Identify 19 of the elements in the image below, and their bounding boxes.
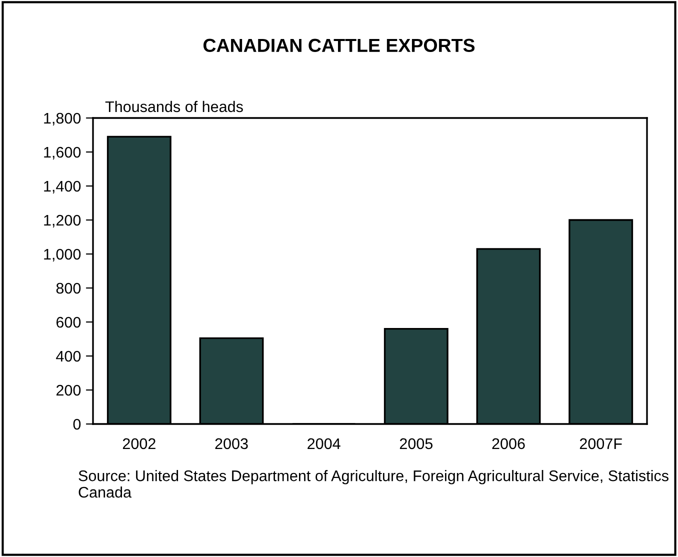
- x-tick-label: 2004: [308, 438, 340, 450]
- y-tick-label: 1,800: [44, 112, 81, 126]
- x-tick-label: 2006: [492, 438, 525, 450]
- x-tick-label: 2005: [400, 438, 433, 450]
- y-tick-label: 1,200: [44, 214, 81, 228]
- x-tick-label: 2003: [215, 438, 248, 450]
- y-tick-label: 200: [56, 384, 81, 396]
- source-note: Source: United States Department of Agriculture, Foreign Agricultural Service, Statistics Canada: [78, 470, 668, 498]
- x-tick-label: 2007F: [580, 438, 622, 450]
- y-tick-label: 400: [56, 350, 81, 362]
- y-tick-label: 1,600: [44, 146, 81, 160]
- y-axis-title: Thousands of heads: [105, 100, 243, 112]
- y-tick-label: 1,400: [44, 180, 81, 194]
- y-tick-label: 600: [56, 316, 81, 328]
- x-tick-label: 2002: [122, 438, 156, 450]
- y-tick-label: 0: [73, 418, 81, 430]
- y-tick-label: 800: [56, 282, 81, 294]
- y-tick-label: 1,000: [44, 248, 81, 262]
- chart-title: CANADIAN CATTLE EXPORTS: [203, 38, 475, 52]
